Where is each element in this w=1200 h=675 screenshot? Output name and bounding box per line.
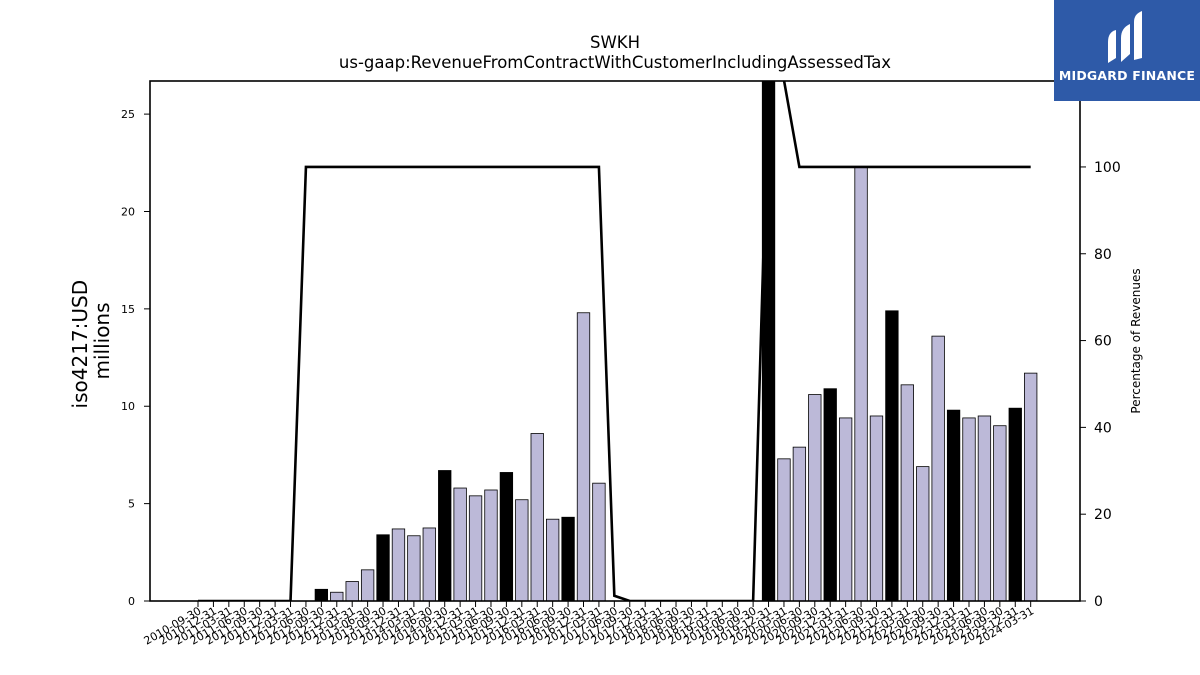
bar — [391, 528, 406, 602]
bar — [345, 581, 359, 602]
bar — [885, 310, 899, 602]
midgard-logo-icon — [1108, 11, 1142, 63]
bar — [515, 499, 529, 602]
bar — [561, 516, 575, 602]
logo-text: MIDGARD FINANCE — [1058, 68, 1196, 83]
bar — [453, 487, 467, 602]
bar — [916, 466, 930, 602]
bar — [314, 588, 329, 602]
bar — [530, 433, 544, 602]
bar — [376, 534, 390, 602]
bar — [438, 470, 452, 602]
bar — [838, 417, 853, 602]
bar — [546, 518, 560, 602]
bar — [808, 394, 822, 602]
bar — [330, 591, 344, 602]
y2-tick-label: 60 — [1094, 334, 1112, 350]
right-y-axis: 0 20 40 60 80 100 — [1080, 160, 1121, 610]
bar — [1024, 372, 1038, 602]
bar — [592, 482, 606, 602]
bar — [993, 425, 1007, 602]
y2-axis-label: Percentage of Revenues — [1129, 268, 1143, 413]
y2-tick-label: 0 — [1094, 594, 1103, 610]
y-tick-label: 10 — [121, 400, 135, 413]
y-tick-label: 20 — [121, 205, 135, 218]
bar — [360, 569, 375, 602]
y2-tick-label: 100 — [1094, 160, 1121, 176]
bar — [468, 495, 483, 602]
chart-title: SWKH — [590, 33, 640, 52]
y2-tick-label: 20 — [1094, 507, 1112, 523]
bar — [931, 335, 945, 602]
chart-subtitle: us-gaap:RevenueFromContractWithCustomerI… — [339, 53, 891, 72]
midgard-finance-logo: MIDGARD FINANCE — [1054, 0, 1200, 101]
left-y-axis: 0 5 10 15 20 25 — [121, 108, 150, 608]
y-tick-label: 15 — [121, 303, 135, 316]
bar — [823, 388, 837, 602]
y2-tick-label: 40 — [1094, 420, 1112, 436]
bar — [977, 415, 992, 602]
bar — [576, 312, 591, 602]
y-axis-label: iso4217:USD millions — [68, 274, 114, 409]
bar — [792, 446, 807, 602]
percentage-line-series — [198, 81, 1031, 601]
y-tick-label: 25 — [121, 108, 135, 121]
bar — [869, 415, 884, 602]
bar-series — [314, 80, 1038, 602]
percentage-line — [198, 81, 1031, 601]
bar — [946, 409, 961, 602]
bar — [1008, 407, 1022, 602]
bar — [484, 489, 498, 602]
bar — [962, 417, 976, 602]
y-tick-label: 0 — [128, 595, 135, 608]
bar — [761, 80, 776, 602]
bar — [854, 166, 868, 602]
bar — [499, 472, 514, 602]
bar — [407, 535, 421, 602]
bar — [777, 458, 791, 602]
bar — [900, 384, 914, 602]
x-axis: 2010-09-302010-12-312011-03-312011-06-30… — [142, 601, 1036, 648]
bar — [422, 527, 436, 602]
y2-tick-label: 80 — [1094, 247, 1112, 263]
y-tick-label: 5 — [128, 498, 135, 511]
